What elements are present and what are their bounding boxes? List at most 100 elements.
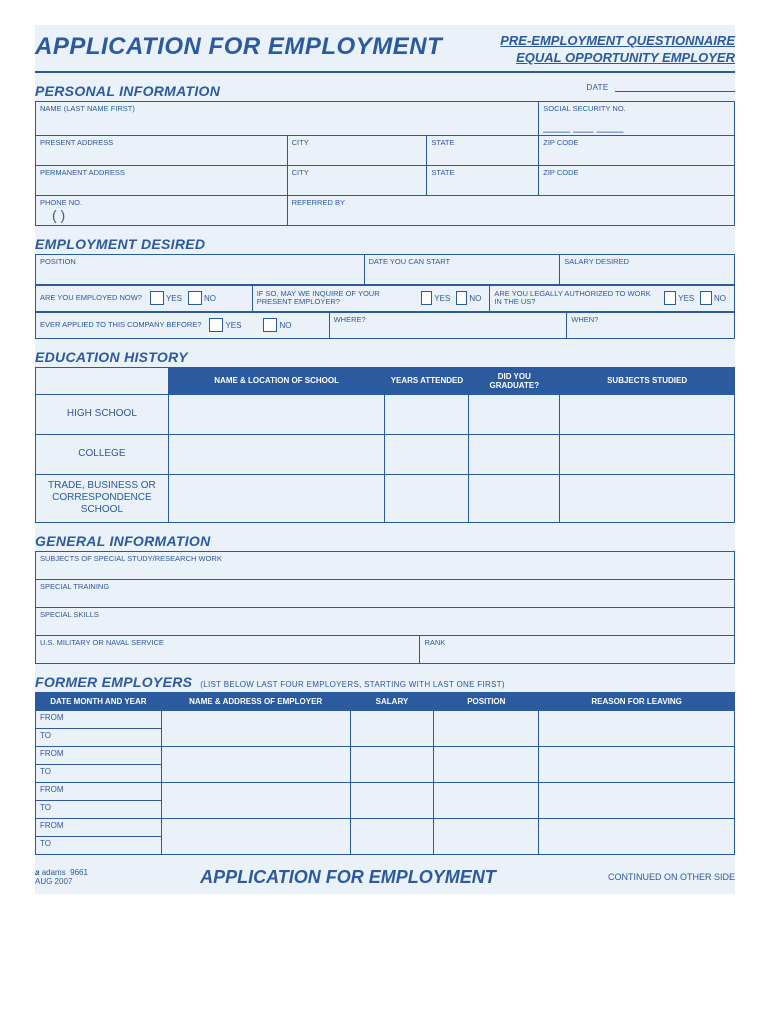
phone-field[interactable]: PHONE NO. ( ) [36, 195, 288, 225]
edu-trade-subjects[interactable] [560, 474, 735, 522]
emp2-position[interactable] [434, 746, 539, 782]
edu-col-grad[interactable] [469, 434, 560, 474]
emp1-name[interactable] [161, 710, 350, 746]
salary-field[interactable]: SALARY DESIRED [560, 254, 735, 284]
emp1-reason[interactable] [539, 710, 735, 746]
former-section-title: FORMER EMPLOYERS (LIST BELOW LAST FOUR E… [35, 674, 735, 690]
emp2-from[interactable]: FROM [36, 746, 162, 764]
start-date-field[interactable]: DATE YOU CAN START [364, 254, 560, 284]
military-field[interactable]: U.S. MILITARY OR NAVAL SERVICE [36, 635, 420, 663]
city-field-1[interactable]: CITY [287, 135, 427, 165]
applied-no-checkbox[interactable] [263, 318, 277, 332]
permanent-address-field[interactable]: PERMANENT ADDRESS [36, 165, 288, 195]
zip-field-1[interactable]: ZIP CODE [539, 135, 735, 165]
emp4-to[interactable]: TO [36, 836, 162, 854]
ssn-label: SOCIAL SECURITY NO. [543, 104, 730, 113]
emp2-reason[interactable] [539, 746, 735, 782]
form-page: APPLICATION FOR EMPLOYMENT PRE-EMPLOYMEN… [35, 25, 735, 894]
employed-yes-checkbox[interactable] [150, 291, 164, 305]
edu-row-trade: TRADE, BUSINESS OR CORRESPONDENCE SCHOOL [36, 474, 735, 522]
edu-hs-years[interactable] [385, 394, 469, 434]
edu-trade-grad[interactable] [469, 474, 560, 522]
authorized-no-label: NO [714, 294, 726, 303]
edu-hs-subjects[interactable] [560, 394, 735, 434]
edu-col-subjects[interactable] [560, 434, 735, 474]
permanent-address-label: PERMANENT ADDRESS [40, 168, 283, 177]
state-field-2[interactable]: STATE [427, 165, 539, 195]
where-field[interactable]: WHERE? [329, 312, 567, 338]
emp1-salary[interactable] [350, 710, 434, 746]
footer-brand: adams [42, 868, 66, 877]
employed-no-checkbox[interactable] [188, 291, 202, 305]
ssn-blanks: ____ ___ ____ [543, 113, 730, 133]
rank-label: RANK [424, 638, 730, 647]
emp2-name[interactable] [161, 746, 350, 782]
state-field-1[interactable]: STATE [427, 135, 539, 165]
inquire-label: IF SO, MAY WE INQUIRE OF YOUR PRESENT EM… [257, 290, 414, 307]
emp-header-salary: SALARY [350, 692, 434, 710]
phone-label: PHONE NO. [40, 198, 283, 207]
form-footer: a adams 9661 AUG 2007 APPLICATION FOR EM… [35, 861, 735, 894]
referred-field[interactable]: REFERRED BY [287, 195, 734, 225]
emp1-from[interactable]: FROM [36, 710, 162, 728]
state-label-2: STATE [431, 168, 534, 177]
applied-before-table: EVER APPLIED TO THIS COMPANY BEFORE? YES… [35, 312, 735, 339]
emp3-salary[interactable] [350, 782, 434, 818]
zip-field-2[interactable]: ZIP CODE [539, 165, 735, 195]
edu-col-name[interactable] [168, 434, 385, 474]
emp4-from[interactable]: FROM [36, 818, 162, 836]
subjects-field[interactable]: SUBJECTS OF SPECIAL STUDY/RESEARCH WORK [36, 551, 735, 579]
emp1-to[interactable]: TO [36, 728, 162, 746]
edu-header-subjects: SUBJECTS STUDIED [560, 367, 735, 394]
emp3-position[interactable] [434, 782, 539, 818]
employed-yes-label: YES [166, 294, 182, 303]
applied-yes-checkbox[interactable] [209, 318, 223, 332]
city-label-1: CITY [292, 138, 423, 147]
edu-trade-years[interactable] [385, 474, 469, 522]
where-label: WHERE? [334, 315, 563, 324]
general-table: SUBJECTS OF SPECIAL STUDY/RESEARCH WORK … [35, 551, 735, 664]
form-header: APPLICATION FOR EMPLOYMENT PRE-EMPLOYMEN… [35, 25, 735, 73]
skills-field[interactable]: SPECIAL SKILLS [36, 607, 735, 635]
emp4-name[interactable] [161, 818, 350, 854]
emp2-to[interactable]: TO [36, 764, 162, 782]
emp4-reason[interactable] [539, 818, 735, 854]
emp1-position[interactable] [434, 710, 539, 746]
inquire-no-checkbox[interactable] [456, 291, 467, 305]
when-field[interactable]: WHEN? [567, 312, 735, 338]
present-address-label: PRESENT ADDRESS [40, 138, 283, 147]
emp2-salary[interactable] [350, 746, 434, 782]
position-field[interactable]: POSITION [36, 254, 365, 284]
emp4-salary[interactable] [350, 818, 434, 854]
inquire-yes-checkbox[interactable] [421, 291, 432, 305]
present-address-field[interactable]: PRESENT ADDRESS [36, 135, 288, 165]
position-label: POSITION [40, 257, 360, 266]
edu-trade-name[interactable] [168, 474, 385, 522]
zip-label-2: ZIP CODE [543, 168, 730, 177]
edu-col-years[interactable] [385, 434, 469, 474]
edu-hs-name[interactable] [168, 394, 385, 434]
training-field[interactable]: SPECIAL TRAINING [36, 579, 735, 607]
edu-header-years: YEARS ATTENDED [385, 367, 469, 394]
authorized-yes-checkbox[interactable] [664, 291, 676, 305]
emp3-from[interactable]: FROM [36, 782, 162, 800]
city-field-2[interactable]: CITY [287, 165, 427, 195]
name-label: NAME (LAST NAME FIRST) [40, 104, 534, 113]
name-field[interactable]: NAME (LAST NAME FIRST) [36, 101, 539, 135]
emp3-to[interactable]: TO [36, 800, 162, 818]
edu-hs-grad[interactable] [469, 394, 560, 434]
ssn-field[interactable]: SOCIAL SECURITY NO. ____ ___ ____ [539, 101, 735, 135]
applied-before-cell: EVER APPLIED TO THIS COMPANY BEFORE? YES… [36, 312, 330, 338]
emp3-name[interactable] [161, 782, 350, 818]
date-line[interactable] [615, 91, 735, 92]
zip-label-1: ZIP CODE [543, 138, 730, 147]
emp4-position[interactable] [434, 818, 539, 854]
rank-field[interactable]: RANK [420, 635, 735, 663]
authorized-no-checkbox[interactable] [700, 291, 712, 305]
training-label: SPECIAL TRAINING [40, 582, 730, 591]
subtitle-2: EQUAL OPPORTUNITY EMPLOYER [500, 50, 735, 67]
footer-continued: CONTINUED ON OTHER SIDE [608, 872, 735, 882]
emp3-reason[interactable] [539, 782, 735, 818]
footer-left: a adams 9661 AUG 2007 [35, 868, 88, 886]
city-label-2: CITY [292, 168, 423, 177]
